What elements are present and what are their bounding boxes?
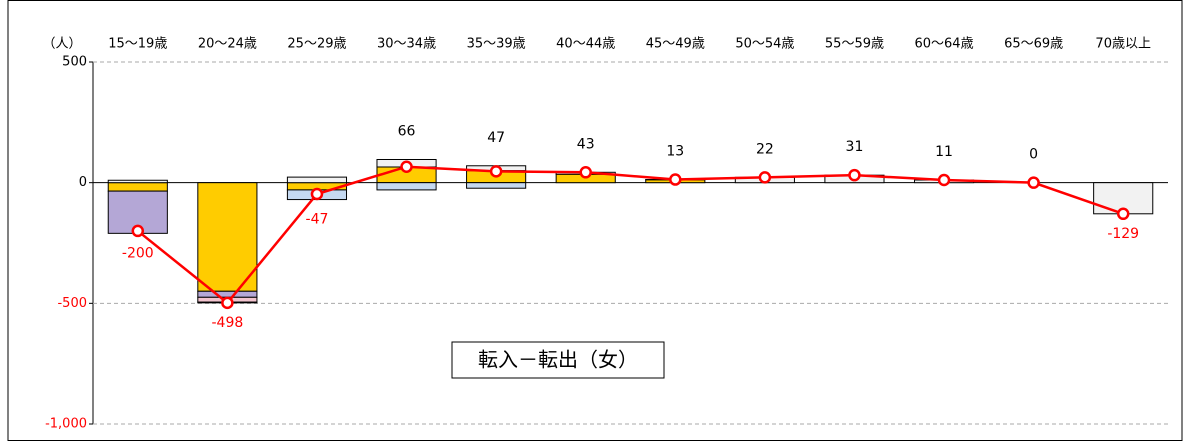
net-point — [400, 160, 413, 173]
net-label: -200 — [122, 245, 154, 261]
x-tick-label: 50～54歳 — [735, 37, 794, 52]
net-point — [221, 296, 234, 310]
bar-segment — [376, 182, 437, 191]
chart-frame — [7, 0, 1183, 441]
x-tick-label: 30～34歳 — [377, 37, 436, 52]
y-tick-label: -1,000 — [45, 417, 87, 432]
bar-segment — [197, 182, 258, 292]
net-label: 31 — [846, 139, 864, 155]
net-point — [669, 173, 682, 186]
x-tick-label: 55～59歳 — [825, 37, 884, 52]
x-tick-label: 15～19歳 — [108, 37, 167, 52]
bar-segment — [197, 290, 258, 298]
net-label: 13 — [666, 144, 684, 160]
y-tick-label: 0 — [79, 175, 87, 190]
y-tick-label: -500 — [57, 296, 87, 311]
y-tick-label: 500 — [62, 55, 87, 70]
x-tick-label: 45～49歳 — [646, 37, 705, 52]
x-tick-label: 70歳以上 — [1095, 37, 1151, 52]
net-point — [758, 171, 772, 184]
net-point — [937, 173, 951, 187]
net-point — [579, 166, 592, 179]
net-point — [489, 165, 503, 178]
x-tick-label: 40～44歳 — [556, 37, 615, 52]
net-label: 11 — [935, 144, 953, 160]
bar-segment — [466, 182, 527, 189]
chart-title: 転入－転出（女） — [478, 348, 638, 372]
x-tick-label: 35～39歳 — [467, 37, 526, 52]
net-label: 0 — [1029, 147, 1038, 163]
net-label: 66 — [398, 123, 416, 139]
net-label: 43 — [577, 136, 595, 152]
net-point — [310, 187, 324, 201]
net-line — [137, 165, 1124, 305]
bar-segment — [107, 179, 168, 184]
net-point — [1116, 207, 1130, 221]
title-box — [451, 341, 665, 379]
net-label: -47 — [306, 212, 329, 228]
y-unit: （人） — [42, 37, 81, 52]
bar-segment — [107, 182, 168, 192]
net-point — [131, 224, 145, 238]
net-label: -498 — [211, 315, 243, 331]
x-tick-label: 20～24歳 — [198, 37, 257, 52]
net-point — [1027, 176, 1040, 189]
x-tick-label: 25～29歳 — [287, 37, 346, 52]
bar-segment — [286, 176, 348, 184]
x-tick-label: 65～69歳 — [1004, 37, 1063, 52]
net-label: 47 — [487, 130, 505, 146]
x-tick-label: 60～64歳 — [914, 37, 973, 52]
net-label: -129 — [1107, 226, 1139, 242]
net-point — [848, 168, 861, 182]
net-label: 22 — [756, 141, 774, 157]
